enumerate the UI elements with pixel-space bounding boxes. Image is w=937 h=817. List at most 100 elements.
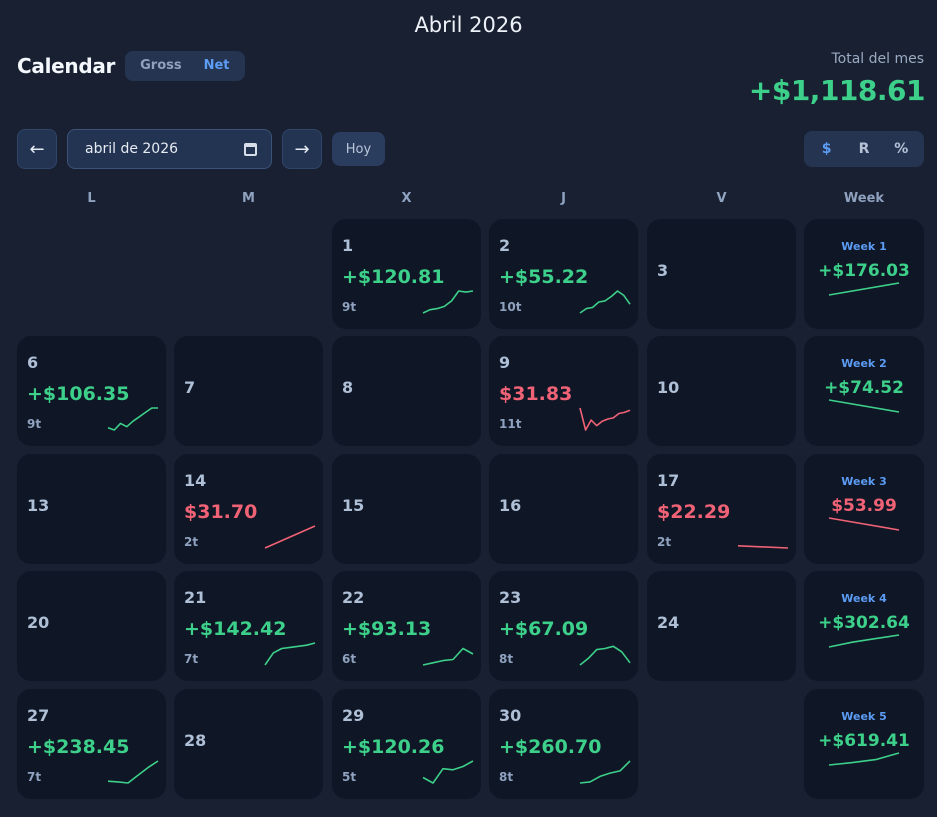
week-cell[interactable]: Week 5 +$619.41 (804, 689, 924, 799)
week-cell[interactable]: Week 3 $53.99 (804, 454, 924, 564)
day-sparkline (737, 545, 789, 549)
unit-dollar-option[interactable]: $ (821, 141, 832, 157)
day-number: 14 (184, 471, 207, 490)
week-cell[interactable]: Week 4 +$302.64 (804, 571, 924, 681)
day-header-wed: X (401, 191, 412, 206)
sparkline-path (828, 752, 900, 766)
today-button[interactable]: Hoy (332, 132, 385, 166)
month-picker-value: abril de 2026 (85, 141, 179, 157)
day-number: 17 (657, 471, 680, 490)
day-header-week: Week (843, 191, 885, 206)
sparkline-path (264, 642, 316, 666)
day-sparkline (422, 647, 474, 666)
week-pnl: +$619.41 (818, 731, 910, 751)
day-cell[interactable]: 29 +$120.26 5t (332, 689, 481, 799)
day-cell[interactable]: 20 (17, 571, 166, 681)
month-total-label: Total del mes (831, 51, 924, 67)
day-number: 13 (27, 496, 50, 515)
day-cell[interactable]: 23 +$67.09 8t (489, 571, 638, 681)
unit-toggle[interactable]: $ R % (804, 131, 924, 167)
week-label: Week 4 (841, 592, 887, 605)
day-number: 27 (27, 706, 50, 725)
sparkline-path (828, 282, 900, 296)
week-label: Week 1 (841, 240, 887, 253)
day-cell[interactable]: 1 +$120.81 9t (332, 219, 481, 329)
day-cell[interactable]: 7 (174, 336, 323, 446)
month-picker-input[interactable]: abril de 2026 (67, 129, 272, 169)
day-number: 7 (184, 378, 196, 397)
day-cell[interactable]: 3 (647, 219, 796, 329)
day-pnl: +$55.22 (499, 266, 589, 288)
week-sparkline (828, 399, 900, 413)
day-cell[interactable]: 13 (17, 454, 166, 564)
day-cell[interactable]: 30 +$260.70 8t (489, 689, 638, 799)
day-number: 8 (342, 378, 354, 397)
day-number: 15 (342, 496, 365, 515)
trade-count: 10t (499, 300, 522, 314)
sparkline-path (828, 517, 900, 531)
day-pnl: +$106.35 (27, 383, 130, 405)
trade-count: 9t (27, 417, 42, 431)
day-cell[interactable]: 10 (647, 336, 796, 446)
trade-count: 2t (184, 535, 199, 549)
sparkline-path (579, 760, 631, 784)
unit-r-option[interactable]: R (858, 141, 870, 157)
day-sparkline (579, 407, 631, 431)
week-sparkline (828, 282, 900, 296)
day-pnl: +$120.26 (342, 736, 445, 758)
day-cell[interactable]: 8 (332, 336, 481, 446)
day-cell[interactable]: 28 (174, 689, 323, 799)
day-cell[interactable]: 9 $31.83 11t (489, 336, 638, 446)
month-total-value: +$1,118.61 (748, 74, 926, 107)
day-cell[interactable]: 16 (489, 454, 638, 564)
day-pnl: +$93.13 (342, 618, 432, 640)
day-header-mon: L (87, 191, 96, 206)
day-sparkline (107, 407, 158, 431)
day-sparkline (422, 760, 474, 784)
gross-option[interactable]: Gross (140, 58, 182, 73)
sparkline-path (579, 407, 631, 431)
sparkline-path (828, 399, 900, 413)
week-cell[interactable]: Week 2 +$74.52 (804, 336, 924, 446)
day-pnl: $22.29 (657, 501, 731, 523)
day-cell[interactable]: 22 +$93.13 6t (332, 571, 481, 681)
page-title: Abril 2026 (414, 13, 523, 37)
day-sparkline (422, 290, 474, 314)
week-sparkline (828, 517, 900, 531)
week-sparkline (828, 634, 900, 648)
day-number: 29 (342, 706, 365, 725)
week-label: Week 2 (841, 357, 887, 370)
net-option[interactable]: Net (203, 58, 230, 73)
trade-count: 6t (342, 652, 357, 666)
gross-net-toggle[interactable]: Gross Net (125, 51, 245, 81)
day-cell[interactable]: 6 +$106.35 9t (17, 336, 166, 446)
week-cell[interactable]: Week 1 +$176.03 (804, 219, 924, 329)
calendar-icon[interactable] (244, 142, 257, 156)
sparkline-path (579, 645, 631, 666)
sparkline-path (828, 634, 900, 648)
day-cell[interactable]: 14 $31.70 2t (174, 454, 323, 564)
day-pnl: +$67.09 (499, 618, 589, 640)
day-cell[interactable]: 21 +$142.42 7t (174, 571, 323, 681)
prev-month-button[interactable]: ← (17, 129, 57, 169)
day-pnl: +$142.42 (184, 618, 287, 640)
unit-percent-option[interactable]: % (894, 141, 909, 157)
day-cell[interactable]: 24 (647, 571, 796, 681)
sparkline-path (422, 760, 474, 784)
next-month-button[interactable]: → (282, 129, 322, 169)
week-pnl: $53.99 (831, 496, 897, 516)
day-header-thu: J (561, 191, 566, 206)
day-number: 30 (499, 706, 522, 725)
day-cell[interactable]: 17 $22.29 2t (647, 454, 796, 564)
day-header-tue: M (242, 191, 255, 206)
day-number: 1 (342, 236, 354, 255)
trade-count: 8t (499, 770, 514, 784)
day-cell[interactable]: 2 +$55.22 10t (489, 219, 638, 329)
day-number: 21 (184, 588, 207, 607)
day-sparkline (579, 760, 631, 784)
day-cell[interactable]: 27 +$238.45 7t (17, 689, 166, 799)
day-pnl: +$120.81 (342, 266, 445, 288)
sparkline-path (107, 407, 158, 431)
day-cell[interactable]: 15 (332, 454, 481, 564)
sparkline-path (422, 290, 474, 314)
